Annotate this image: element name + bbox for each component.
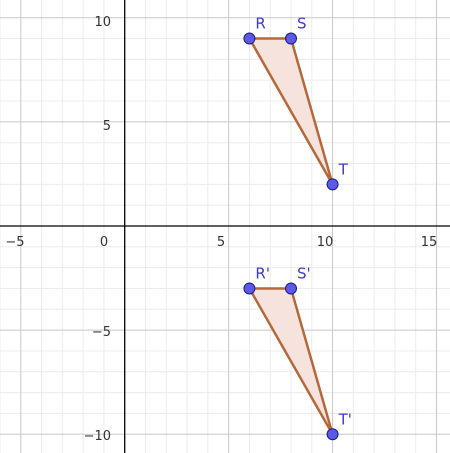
x-tick-label-10: 10 xyxy=(317,235,334,250)
vertex-label: R xyxy=(255,15,265,33)
triangle-2 xyxy=(248,287,334,436)
vertex-label: T xyxy=(338,160,349,178)
y-tick-label-minus-5: −5 xyxy=(92,325,111,340)
vertex-point[interactable] xyxy=(243,32,256,45)
vertex-points xyxy=(243,32,339,441)
x-tick-label-15: 15 xyxy=(421,235,438,250)
vertex-label: S xyxy=(297,15,307,33)
vertex-label: T' xyxy=(338,410,352,428)
triangles xyxy=(248,37,334,436)
vertex-label: S' xyxy=(297,264,311,282)
vertex-point[interactable] xyxy=(326,428,339,441)
x-tick-label-5: 5 xyxy=(217,235,225,250)
vertex-label: R' xyxy=(255,264,270,282)
triangle-1 xyxy=(248,37,334,186)
vertex-point[interactable] xyxy=(326,178,339,191)
tick-labels: −5 0 5 10 15 10 5 −5 −10 xyxy=(5,15,437,444)
y-tick-label-minus-10: −10 xyxy=(84,429,111,444)
y-tick-label-5: 5 xyxy=(103,119,111,134)
vertex-point[interactable] xyxy=(284,32,297,45)
x-tick-label-minus-5: −5 xyxy=(5,235,24,250)
x-tick-label-0: 0 xyxy=(100,235,108,250)
vertex-point[interactable] xyxy=(243,282,256,295)
vertex-labels: R S T R' S' T' xyxy=(255,15,351,429)
y-tick-label-10: 10 xyxy=(94,15,111,30)
vertex-point[interactable] xyxy=(284,282,297,295)
